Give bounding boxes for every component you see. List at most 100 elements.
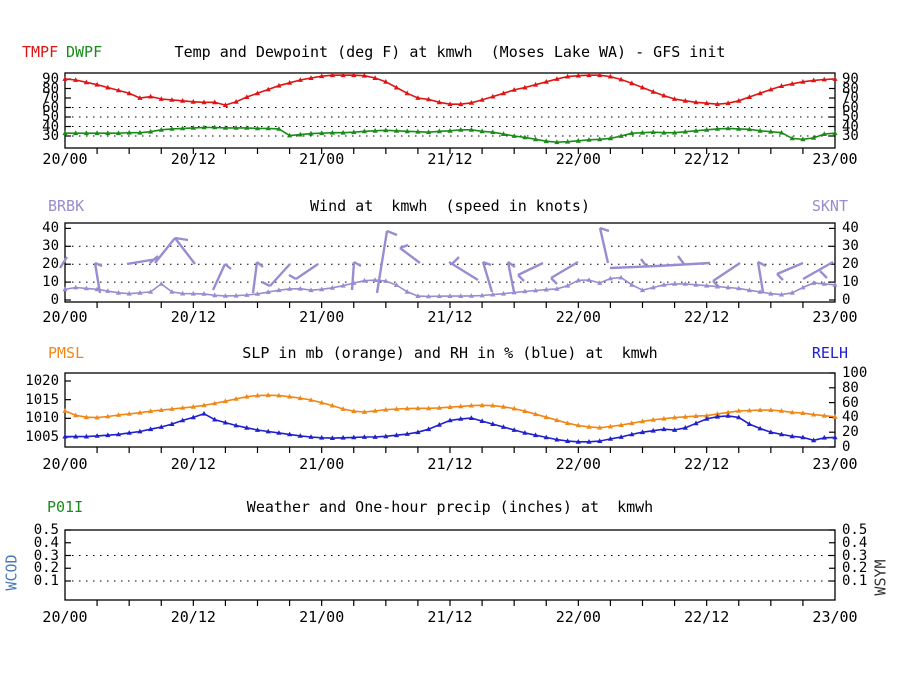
y-tick-label-left-wind: 40 <box>42 220 59 237</box>
y-tick-label-right-temp-dewpoint: 30 <box>842 128 859 144</box>
x-tick-label-temp-dewpoint: 20/00 <box>42 150 88 168</box>
wind-barb <box>251 261 259 294</box>
x-tick-label-temp-dewpoint: 22/12 <box>684 150 730 168</box>
y-tick-label-left-precip: 0.4 <box>33 534 59 551</box>
series-line-pmsl <box>64 394 836 429</box>
legend-pmsl: PMSL <box>48 344 85 362</box>
y-tick-label-right-slp-rh: 40 <box>842 409 859 426</box>
y-tick-label-right-slp-rh: 20 <box>842 424 859 441</box>
x-tick-label-temp-dewpoint: 20/12 <box>170 150 216 168</box>
x-tick-label-temp-dewpoint: 21/00 <box>299 150 345 168</box>
x-tick-label-wind: 21/12 <box>427 308 473 326</box>
wind-barb <box>776 273 784 281</box>
wind-barb <box>399 247 421 264</box>
y-tick-label-left-temp-dewpoint: 90 <box>42 71 59 87</box>
wind-barb <box>256 261 264 268</box>
y-tick-label-right-precip: 0.4 <box>842 534 868 551</box>
panel-title-wind: Wind at kmwh (speed in knots) <box>310 197 590 215</box>
wind-barb <box>640 258 648 268</box>
y-tick-label-right-wind: 0 <box>842 292 851 308</box>
y-tick-label-right-temp-dewpoint: 50 <box>842 109 859 125</box>
x-tick-label-wind: 20/00 <box>42 308 88 326</box>
x-tick-label-slp-rh: 22/12 <box>684 455 730 473</box>
wind-barb <box>609 264 658 270</box>
wind-barb <box>399 243 409 250</box>
legend-tmpf: TMPF <box>22 43 59 61</box>
y-tick-label-right-wind: 40 <box>842 220 859 237</box>
panel-frame-slp-rh <box>64 372 836 448</box>
wind-barb <box>802 260 834 281</box>
wind-barb <box>506 261 516 293</box>
y-tick-label-left-slp-rh: 1010 <box>25 410 59 427</box>
x-tick-label-precip: 21/12 <box>427 608 473 626</box>
wind-barb <box>211 263 227 291</box>
legend-dwpf: DWPF <box>66 43 103 61</box>
wind-barb <box>517 261 544 277</box>
wind-barb <box>448 260 479 282</box>
y-tick-label-right-wind: 30 <box>842 238 859 255</box>
wind-barb <box>599 226 610 233</box>
wind-barb <box>776 261 804 276</box>
y-tick-label-right-temp-dewpoint: 40 <box>842 118 859 135</box>
y-tick-label-right-precip: 0.2 <box>842 560 868 577</box>
x-tick-label-precip: 23/00 <box>812 608 858 626</box>
y-tick-label-right-slp-rh: 100 <box>842 365 868 381</box>
y-tick-label-right-precip: 0.1 <box>842 573 868 589</box>
y-tick-label-right-slp-rh: 60 <box>842 394 859 411</box>
panel-title-slp-rh: SLP in mb (orange) and RH in % (blue) at… <box>242 344 658 362</box>
wind-barb <box>149 255 159 264</box>
legend-relh: RELH <box>811 344 848 362</box>
y-tick-label-right-temp-dewpoint: 90 <box>842 71 859 87</box>
legend-p01i: P01I <box>47 498 84 516</box>
x-tick-label-temp-dewpoint: 21/12 <box>427 150 473 168</box>
y-tick-label-left-slp-rh: 1020 <box>25 373 59 389</box>
wind-barb <box>375 230 389 294</box>
wind-barb <box>451 256 460 265</box>
y-tick-label-right-precip: 0.3 <box>842 547 868 564</box>
series-markers-pmsl <box>62 392 838 430</box>
wind-barb <box>288 273 297 281</box>
y-tick-label-left-temp-dewpoint: 60 <box>42 99 59 116</box>
y-tick-label-left-slp-rh: 1005 <box>25 429 59 445</box>
x-tick-label-slp-rh: 23/00 <box>812 455 858 473</box>
y-tick-label-left-wind: 30 <box>42 238 59 255</box>
wind-barb <box>174 236 189 242</box>
wind-barb <box>58 256 69 269</box>
wind-barb <box>93 262 102 294</box>
x-tick-label-precip: 20/12 <box>170 608 216 626</box>
x-tick-label-slp-rh: 22/00 <box>555 455 601 473</box>
x-tick-label-wind: 20/12 <box>170 308 216 326</box>
panel-title-precip: Weather and One-hour precip (inches) at … <box>246 498 654 516</box>
wind-barb <box>712 262 741 282</box>
y-tick-label-left-slp-rh: 1015 <box>25 391 59 408</box>
x-tick-label-temp-dewpoint: 22/00 <box>555 150 601 168</box>
x-tick-label-wind: 22/00 <box>555 308 601 326</box>
x-tick-label-slp-rh: 21/00 <box>299 455 345 473</box>
series-markers-dwpf <box>62 124 838 145</box>
wind-barb <box>819 270 828 279</box>
y-tick-label-right-precip: 0.5 <box>842 522 868 538</box>
y-tick-label-left-temp-dewpoint: 70 <box>42 90 59 106</box>
wind-barb <box>677 255 685 265</box>
wind-barb <box>154 237 176 264</box>
y-tick-label-left-precip: 0.3 <box>33 547 59 564</box>
wind-barb <box>757 260 767 268</box>
wind-barb <box>353 260 362 268</box>
x-tick-label-precip: 20/00 <box>42 608 88 626</box>
y-tick-label-right-temp-dewpoint: 70 <box>842 90 859 106</box>
x-tick-label-precip: 22/12 <box>684 608 730 626</box>
wind-barb <box>174 237 196 265</box>
wind-barb <box>261 280 271 288</box>
y-tick-label-left-wind: 20 <box>42 256 59 273</box>
wind-barb <box>656 261 711 268</box>
x-tick-label-slp-rh: 21/12 <box>427 455 473 473</box>
y-tick-label-right-temp-dewpoint: 60 <box>842 99 859 116</box>
y-tick-label-right-slp-rh: 0 <box>842 439 851 455</box>
panel-frame-temp-dewpoint <box>64 72 836 149</box>
y-tick-label-right-wind: 10 <box>842 274 859 291</box>
y-tick-label-left-precip: 0.5 <box>33 522 59 538</box>
y-tick-label-right-temp-dewpoint: 80 <box>842 80 859 97</box>
y-tick-label-left-temp-dewpoint: 40 <box>42 118 59 135</box>
